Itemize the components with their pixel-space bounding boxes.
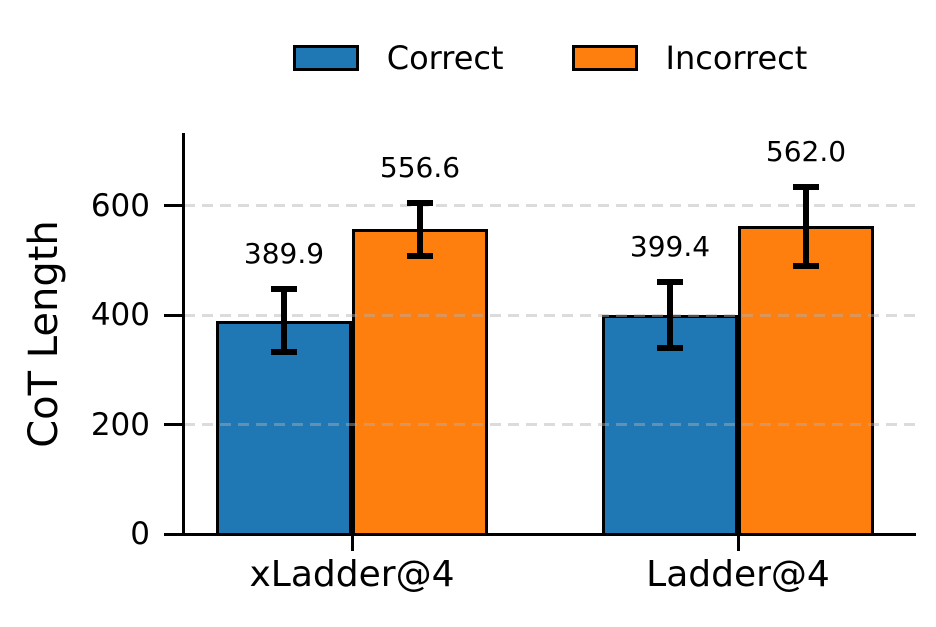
error-bar-ladder4-correct	[667, 282, 673, 349]
x-tick-label-xladder4: xLadder@4	[249, 554, 455, 595]
y-tick-600	[164, 204, 182, 207]
error-cap-top-ladder4-correct	[657, 279, 683, 286]
legend-swatch-incorrect	[571, 45, 638, 71]
gridline-y400	[184, 313, 916, 317]
value-label-xladder4-correct: 389.9	[243, 236, 325, 270]
y-axis-spine	[182, 133, 185, 536]
legend-label-incorrect: Incorrect	[665, 39, 808, 77]
chart-legend: Correct Incorrect	[184, 38, 916, 78]
bar-xladder4-correct	[216, 320, 352, 536]
error-cap-bottom-xladder4-incorrect	[407, 252, 433, 259]
value-label-xladder4-incorrect: 556.6	[379, 150, 461, 184]
bar-ladder4-correct	[602, 315, 738, 536]
gridline-y200	[184, 423, 916, 426]
error-bar-xladder4-correct	[281, 288, 287, 353]
legend-item-correct: Correct	[292, 39, 504, 77]
y-tick-label-200: 200	[90, 406, 150, 443]
y-tick-200	[164, 423, 182, 426]
bar-ladder4-incorrect	[738, 226, 874, 536]
y-tick-0	[164, 532, 182, 536]
error-cap-top-xladder4-correct	[271, 285, 297, 292]
error-cap-bottom-ladder4-incorrect	[793, 262, 819, 269]
x-axis-spine	[179, 533, 916, 536]
x-tick-label-ladder4: Ladder@4	[646, 554, 830, 595]
y-tick-label-400: 400	[90, 297, 150, 333]
error-cap-top-ladder4-incorrect	[793, 183, 819, 190]
gridline-y600	[184, 204, 916, 207]
y-tick-label-0: 0	[130, 516, 150, 552]
y-tick-400	[164, 313, 182, 317]
x-tick-xladder4	[350, 536, 354, 551]
y-tick-label-600: 600	[90, 187, 150, 224]
error-cap-bottom-ladder4-correct	[657, 345, 683, 352]
x-tick-ladder4	[736, 536, 740, 551]
error-cap-top-xladder4-incorrect	[407, 199, 433, 206]
legend-swatch-correct	[292, 45, 359, 71]
value-label-ladder4-incorrect: 562.0	[765, 134, 847, 168]
bar-xladder4-incorrect	[352, 229, 488, 536]
error-cap-bottom-xladder4-correct	[271, 349, 297, 356]
value-label-ladder4-correct: 399.4	[629, 230, 711, 264]
error-bar-ladder4-incorrect	[803, 186, 809, 266]
legend-item-incorrect: Incorrect	[571, 39, 808, 77]
legend-label-correct: Correct	[386, 39, 504, 77]
error-bar-xladder4-incorrect	[417, 202, 423, 256]
